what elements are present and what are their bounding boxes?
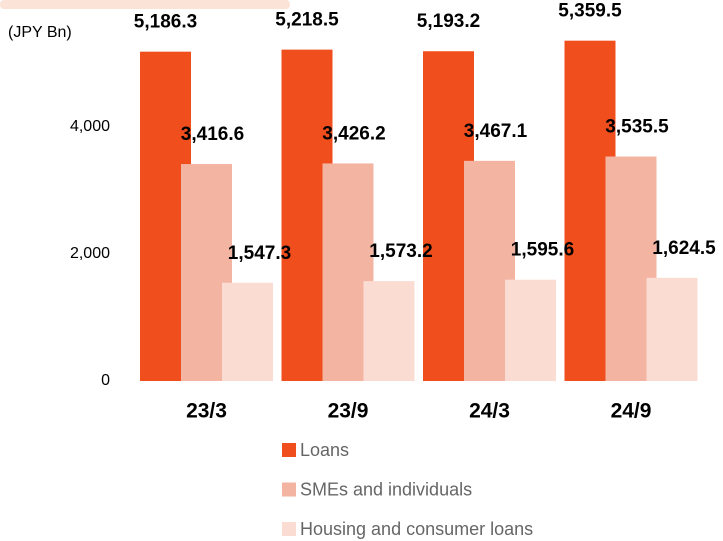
bar — [646, 277, 698, 381]
header-tab — [0, 0, 290, 9]
data-label: 1,595.6 — [511, 240, 574, 261]
y-tick-label: 4,000 — [70, 118, 110, 135]
data-label: 3,416.6 — [181, 124, 244, 145]
legend-label: SMEs and individuals — [300, 479, 472, 499]
x-tick-label: 23/9 — [328, 400, 369, 423]
y-tick-label: 0 — [101, 372, 110, 389]
data-label: 3,535.5 — [605, 117, 669, 138]
legend-swatch — [282, 482, 296, 497]
data-label: 5,218.5 — [275, 10, 339, 31]
y-axis-label: (JPY Bn) — [8, 24, 72, 41]
x-tick-label: 24/9 — [611, 400, 652, 423]
legend-label: Loans — [300, 440, 349, 460]
x-tick-label: 23/3 — [186, 400, 227, 423]
data-label: 5,359.5 — [558, 1, 622, 22]
legend-label: Housing and consumer loans — [300, 519, 533, 539]
data-label: 1,547.3 — [228, 243, 291, 264]
data-label: 1,624.5 — [652, 238, 716, 259]
data-label: 5,186.3 — [134, 12, 197, 33]
bar — [363, 281, 415, 381]
bar — [505, 279, 556, 381]
data-label: 5,193.2 — [417, 11, 480, 32]
data-label: 3,426.2 — [322, 123, 385, 144]
y-tick-label: 2,000 — [70, 245, 110, 262]
bar — [222, 282, 273, 381]
x-tick-label: 24/3 — [469, 400, 510, 423]
legend-swatch — [282, 443, 296, 457]
data-label: 1,573.2 — [369, 241, 432, 262]
data-label: 3,467.1 — [464, 121, 528, 142]
legend-swatch — [282, 522, 296, 536]
